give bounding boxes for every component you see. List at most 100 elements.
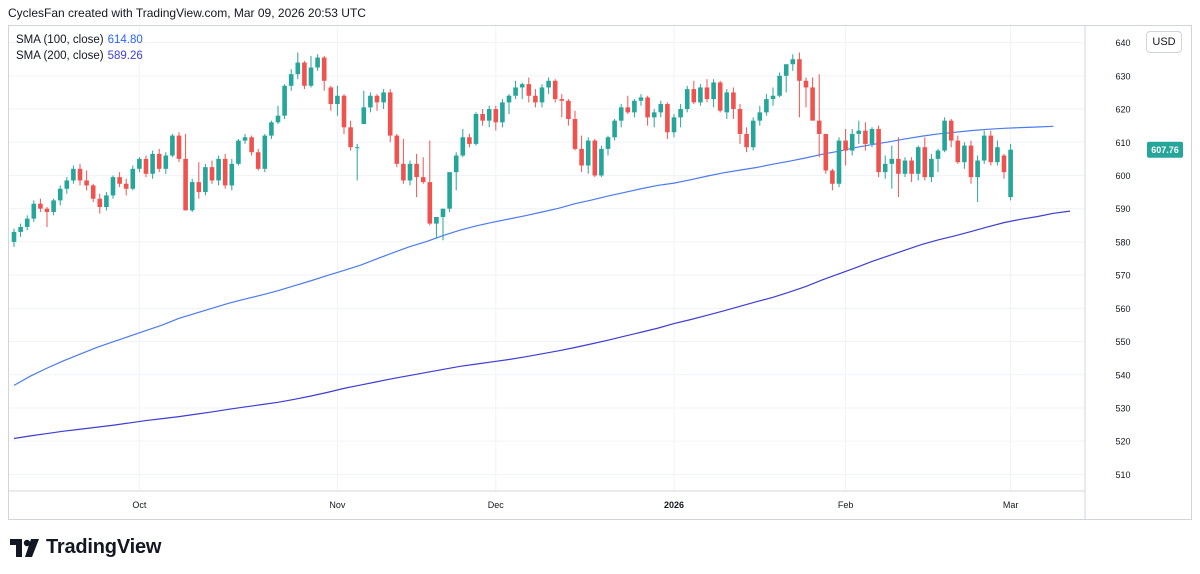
candle — [302, 60, 307, 90]
candle-body — [995, 147, 1000, 163]
candle-body — [506, 95, 512, 103]
candle-body — [38, 203, 43, 209]
candle-body — [836, 140, 842, 184]
candle — [750, 117, 756, 151]
candle-body — [962, 145, 967, 163]
candle — [123, 178, 129, 196]
candle — [935, 148, 941, 173]
candle-body — [143, 158, 149, 174]
currency-button[interactable]: USD — [1146, 31, 1182, 53]
candle-body — [321, 57, 327, 81]
candle — [57, 185, 63, 206]
candle — [975, 155, 980, 203]
candle — [486, 105, 492, 128]
candle-body — [486, 109, 492, 121]
candle-body — [605, 137, 611, 149]
candle-body — [896, 158, 901, 174]
candle-body — [302, 62, 307, 86]
candle — [269, 120, 274, 139]
candle — [348, 120, 353, 151]
candle-body — [414, 163, 419, 178]
candle — [44, 207, 50, 227]
candle-body — [566, 100, 571, 119]
candle — [137, 157, 142, 173]
candle-body — [704, 87, 710, 100]
candle-body — [387, 92, 393, 136]
candle — [599, 145, 604, 178]
candle — [962, 142, 967, 169]
price-tick-label: 550 — [1115, 337, 1130, 347]
candle — [236, 138, 241, 166]
time-tick-label: Feb — [838, 500, 854, 510]
candle-body — [117, 177, 122, 184]
candle-body — [843, 140, 848, 151]
price-axis: 510 520 530 540 550 560 570 580 590 600 610 620 630 6… — [1084, 26, 1183, 519]
candle — [71, 165, 76, 184]
candle-body — [698, 87, 703, 103]
candle-body — [176, 135, 182, 159]
candle-body — [216, 158, 221, 181]
tradingview-brand[interactable]: TradingView — [10, 536, 161, 559]
legend-sma-100-label: SMA (100, close) — [16, 34, 104, 46]
candle-body — [242, 137, 248, 141]
candle — [1008, 143, 1013, 201]
candle — [658, 100, 664, 118]
candle — [156, 148, 162, 173]
candle — [288, 69, 294, 91]
candle-body — [948, 120, 954, 141]
candle — [678, 104, 683, 128]
candle-body — [361, 107, 367, 124]
candle — [638, 94, 644, 106]
candle-body — [546, 80, 551, 88]
candle — [414, 153, 419, 198]
candle-body — [1008, 149, 1013, 198]
legend-sma-100[interactable]: SMA (100, close) 614.80 — [16, 32, 143, 48]
candle — [711, 79, 716, 108]
candle — [797, 52, 802, 118]
candle — [242, 133, 248, 144]
tradingview-logo-icon — [10, 538, 39, 557]
candle — [764, 94, 769, 116]
legend-sma-200[interactable]: SMA (200, close) 589.26 — [16, 48, 143, 64]
candle — [948, 119, 954, 148]
time-tick-label: Oct — [132, 500, 147, 510]
candle-body — [684, 89, 690, 110]
candle-body — [480, 114, 485, 121]
time-tick-label: Dec — [488, 500, 505, 510]
candle-body — [315, 57, 320, 68]
candle — [632, 99, 637, 118]
candle-body — [902, 160, 908, 174]
candle-body — [757, 112, 763, 121]
candle-body — [929, 158, 934, 178]
candle-body — [797, 59, 802, 81]
candle — [328, 85, 334, 111]
chart-frame — [8, 25, 1192, 520]
candle — [262, 133, 268, 173]
candle — [216, 155, 221, 186]
legend-sma-100-value: 614.80 — [107, 34, 143, 46]
candle — [381, 89, 386, 110]
candle — [671, 114, 677, 138]
candle-body — [513, 87, 518, 96]
candle-body — [500, 102, 505, 123]
candle-body — [585, 140, 591, 166]
candle-body — [678, 109, 683, 118]
price-tick-label: 630 — [1115, 71, 1130, 81]
candle — [770, 87, 776, 106]
candle-body — [935, 150, 941, 159]
candle-body — [625, 107, 631, 113]
candle — [849, 128, 855, 156]
candle-body — [110, 177, 116, 196]
candle — [546, 77, 551, 95]
candle-body — [308, 67, 314, 86]
candle — [420, 157, 426, 184]
candle — [572, 110, 578, 151]
candle-body — [552, 80, 558, 100]
price-tick-label: 610 — [1115, 138, 1130, 148]
chart-attribution: CyclesFan created with TradingView.com, … — [8, 6, 366, 20]
candle — [64, 177, 70, 194]
candle — [651, 109, 657, 128]
candle — [684, 85, 690, 113]
candle — [150, 150, 155, 179]
